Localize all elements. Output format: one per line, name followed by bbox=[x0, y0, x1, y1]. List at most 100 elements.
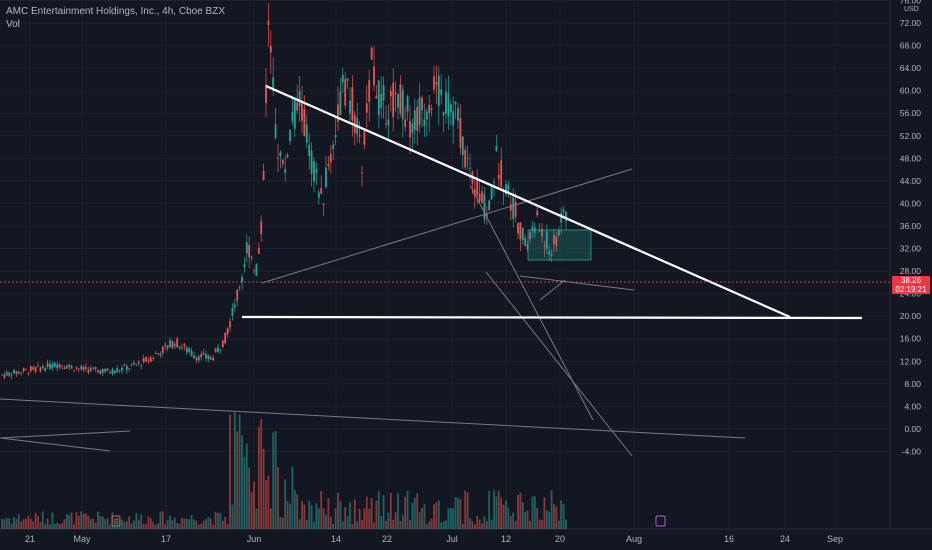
chart-legend: AMC Entertainment Holdings, Inc., 4h, Cb… bbox=[6, 5, 225, 31]
support-line[interactable] bbox=[241, 315, 863, 320]
candle-body bbox=[423, 119, 426, 126]
volume-bar bbox=[61, 523, 63, 529]
earnings-marker[interactable] bbox=[111, 515, 121, 527]
volume-bar bbox=[169, 515, 171, 529]
candle-body bbox=[1, 374, 3, 376]
volume-bar bbox=[437, 500, 440, 529]
candle-body bbox=[166, 345, 169, 349]
volume-bar bbox=[389, 492, 392, 529]
long-trendline[interactable] bbox=[0, 398, 746, 439]
volume-bar bbox=[99, 515, 102, 529]
candle-body bbox=[553, 235, 555, 245]
volume-bar bbox=[526, 510, 529, 529]
volume-bar bbox=[521, 502, 524, 529]
volume-bar bbox=[82, 513, 85, 529]
volume-bar bbox=[305, 520, 308, 529]
channel-bottom-line[interactable] bbox=[0, 437, 111, 452]
volume-bar bbox=[538, 519, 541, 529]
volume-bar bbox=[291, 466, 294, 529]
channel-top-line[interactable] bbox=[0, 430, 131, 439]
candle-body bbox=[226, 328, 229, 335]
volume-bar bbox=[509, 515, 512, 529]
candle-body bbox=[392, 82, 395, 117]
candle-body bbox=[260, 221, 263, 235]
volume-bar bbox=[413, 497, 416, 529]
candle-body bbox=[466, 157, 469, 160]
volume-bar bbox=[128, 516, 131, 529]
candle-body bbox=[25, 368, 27, 370]
time-tick-label: 17 bbox=[161, 534, 171, 544]
volume-bar bbox=[20, 521, 23, 529]
candle-body bbox=[22, 368, 25, 372]
candle-body bbox=[128, 368, 131, 369]
candle-body bbox=[289, 129, 291, 142]
candle-body bbox=[77, 368, 80, 370]
volume-bar bbox=[377, 490, 380, 529]
volume-bar bbox=[560, 500, 563, 529]
short-support-line[interactable] bbox=[539, 279, 566, 301]
event-marker[interactable] bbox=[655, 515, 666, 527]
candle-body bbox=[435, 82, 438, 85]
candle-body bbox=[15, 371, 18, 374]
volume-bar bbox=[87, 515, 90, 529]
volume-bar bbox=[382, 495, 385, 529]
candle-body bbox=[514, 201, 517, 217]
candle-body bbox=[301, 103, 303, 121]
candle-body bbox=[20, 372, 23, 374]
price-tick-label: 76.00 bbox=[900, 0, 922, 5]
candle-body bbox=[543, 245, 546, 247]
candle-body bbox=[401, 89, 404, 120]
volume-bar bbox=[500, 497, 503, 529]
volume-bar bbox=[185, 518, 188, 529]
volume-bar bbox=[190, 514, 193, 529]
volume-bar bbox=[80, 511, 83, 529]
candle-body bbox=[255, 264, 258, 276]
volume-bar bbox=[514, 521, 517, 529]
candle-body bbox=[548, 251, 551, 255]
candle-body bbox=[5, 372, 8, 376]
volume-bar bbox=[145, 524, 147, 529]
volume-label[interactable]: Vol bbox=[6, 19, 20, 30]
target-zone-rectangle[interactable] bbox=[527, 229, 592, 261]
rising-trendline[interactable] bbox=[261, 168, 633, 284]
volume-bar bbox=[385, 521, 387, 529]
candle-body bbox=[351, 87, 354, 121]
volume-bar bbox=[10, 523, 13, 529]
volume-bar bbox=[286, 501, 289, 529]
volume-bar bbox=[406, 490, 409, 529]
volume-bar bbox=[137, 519, 140, 529]
candle-body bbox=[322, 203, 325, 205]
volume-bar bbox=[250, 492, 253, 529]
candle-body bbox=[104, 368, 107, 372]
candle-body bbox=[147, 360, 150, 362]
volume-bar bbox=[435, 502, 438, 529]
volume-bar bbox=[277, 467, 279, 529]
candle-body bbox=[365, 103, 368, 113]
descending-trendline[interactable] bbox=[265, 84, 791, 319]
volume-bar bbox=[51, 512, 54, 529]
candle-body bbox=[274, 124, 277, 139]
candle-body bbox=[214, 348, 217, 352]
candle-body bbox=[113, 370, 116, 374]
falling-channel-line-1[interactable] bbox=[469, 184, 594, 421]
symbol-title[interactable]: AMC Entertainment Holdings, Inc., 4h, Cb… bbox=[6, 6, 225, 17]
candle-body bbox=[409, 121, 411, 138]
candle-body bbox=[493, 181, 495, 183]
volume-bar bbox=[373, 522, 375, 529]
volume-bar bbox=[531, 496, 534, 529]
volume-bar bbox=[13, 517, 15, 529]
volume-bar bbox=[310, 505, 313, 529]
candle-body bbox=[507, 184, 510, 193]
short-resistance-line[interactable] bbox=[519, 275, 635, 291]
volume-bar bbox=[29, 518, 32, 529]
candle-body bbox=[217, 347, 219, 352]
volume-bar bbox=[109, 524, 111, 529]
candle-body bbox=[123, 364, 126, 366]
candle-body bbox=[137, 362, 140, 364]
falling-channel-line-2[interactable] bbox=[485, 271, 633, 457]
volume-bar bbox=[154, 524, 157, 529]
volume-bar bbox=[565, 519, 567, 529]
candle-body bbox=[313, 161, 315, 182]
volume-bar bbox=[519, 492, 522, 529]
